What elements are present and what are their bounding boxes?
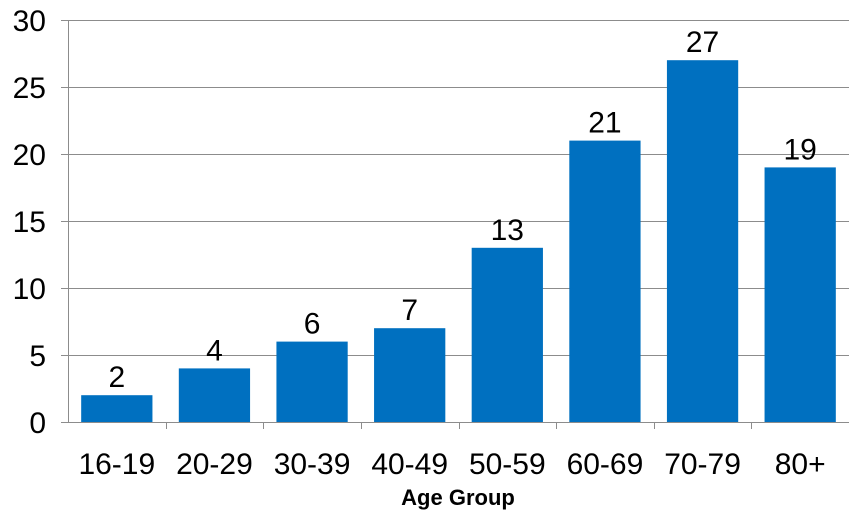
bar: [471, 247, 543, 422]
x-tick-label: 50-59: [469, 448, 546, 481]
bar: [276, 341, 348, 422]
data-label: 6: [304, 308, 321, 341]
bars: [81, 60, 836, 422]
x-axis-title: Age Group: [401, 485, 515, 510]
x-tick-label: 20-29: [176, 448, 253, 481]
data-label: 7: [401, 294, 418, 327]
bar: [666, 60, 739, 422]
y-tick-label: 10: [13, 273, 46, 306]
y-tick-label: 0: [29, 407, 46, 440]
y-tick-label: 15: [13, 206, 46, 239]
data-label: 4: [206, 334, 223, 367]
data-label: 21: [588, 107, 621, 140]
bar: [81, 395, 153, 422]
data-label: 13: [491, 214, 524, 247]
y-tick-label: 5: [29, 340, 46, 373]
axes: [61, 20, 849, 429]
x-tick-label: 80+: [775, 448, 826, 481]
data-label: 2: [108, 361, 125, 394]
y-tick-label: 20: [13, 139, 46, 172]
x-tick-label: 70-79: [664, 448, 741, 481]
bar: [374, 328, 446, 422]
y-tick-label: 25: [13, 72, 46, 105]
x-tick-label: 40-49: [371, 448, 448, 481]
x-tick-label: 30-39: [274, 448, 351, 481]
bar: [569, 140, 641, 422]
bar: [178, 368, 251, 422]
data-label: 19: [784, 133, 817, 166]
data-label: 27: [686, 26, 719, 59]
x-tick-label: 16-19: [78, 448, 155, 481]
x-tick-label: 60-69: [567, 448, 644, 481]
labels: 0 5 10 15 20 25 30 2 16-19 4 20-29 6 30-39 7 40-49 13 50…: [13, 5, 826, 481]
bar: [764, 167, 836, 422]
y-tick-label: 30: [13, 5, 46, 38]
